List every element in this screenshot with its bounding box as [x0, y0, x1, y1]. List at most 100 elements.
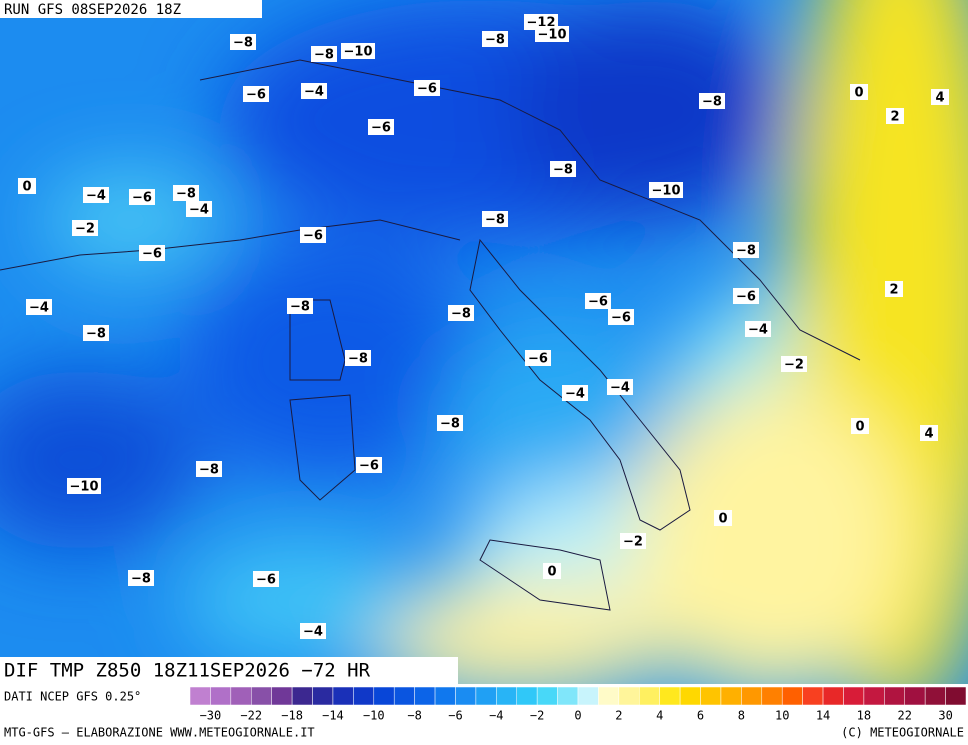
contour-label: −8	[233, 36, 253, 51]
colorbar-swatch	[210, 686, 232, 706]
contour-label: 4	[924, 427, 933, 442]
colorbar-swatch	[414, 686, 436, 706]
colorbar-label: −10	[363, 709, 385, 723]
contour-label: 4	[935, 91, 944, 106]
colorbar-swatch	[251, 686, 272, 706]
colorbar-swatch	[230, 686, 252, 706]
contour-label-box	[173, 185, 199, 201]
contour-label-box	[781, 356, 807, 372]
colorbar-label: −22	[240, 709, 262, 723]
contour-label-box	[525, 350, 551, 366]
colorbar-label: −30	[200, 709, 222, 723]
contour-label-box	[83, 187, 109, 203]
contour-label: −4	[29, 301, 49, 316]
contour-label-box	[72, 220, 98, 236]
contour-label-box	[437, 415, 463, 431]
contour-label: −6	[246, 88, 266, 103]
contour-label: −8	[451, 307, 471, 322]
colorbar-swatch	[577, 686, 599, 706]
colorbar-label: 22	[898, 709, 912, 723]
contour-label-box	[714, 510, 732, 526]
contour-label: −6	[256, 573, 276, 588]
contour-label: −8	[314, 48, 334, 63]
contour-label: −8	[485, 33, 505, 48]
contour-label: −8	[702, 95, 722, 110]
colorbar-swatch	[598, 686, 620, 706]
colorbar-label: 0	[574, 709, 581, 723]
colorbar-swatch	[679, 686, 701, 706]
contour-label: −4	[565, 387, 585, 402]
contour-label: −10	[70, 480, 99, 495]
header-box	[0, 0, 262, 18]
contour-label: 0	[854, 86, 863, 101]
contour-label: −6	[132, 191, 152, 206]
colorbar-swatch	[618, 686, 640, 706]
contour-label: −6	[303, 229, 323, 244]
contour-label-box	[448, 305, 474, 321]
colorbar-swatch	[945, 686, 967, 706]
contour-label-box	[139, 245, 165, 261]
colorbar-label: 8	[738, 709, 745, 723]
contour-label: −4	[189, 203, 209, 218]
colorbar-label: −2	[530, 709, 544, 723]
colorbar-swatch	[924, 686, 946, 706]
contour-label-box	[368, 119, 394, 135]
colorbar-swatch	[557, 686, 579, 706]
run-label: RUN GFS 08SEP2026 18Z	[4, 2, 181, 18]
contour-label-box	[733, 288, 759, 304]
contour-label-box	[129, 189, 155, 205]
contour-label-box	[186, 201, 212, 217]
contour-label-box	[67, 478, 101, 494]
contour-label: −6	[588, 295, 608, 310]
colorbar-label: 6	[697, 709, 704, 723]
colorbar-swatch	[516, 686, 538, 706]
contour-label-box	[341, 43, 375, 59]
colorbar-label: −14	[322, 709, 344, 723]
contour-label: 0	[855, 420, 864, 435]
colorbar-label: 2	[615, 709, 622, 723]
contour-label-box	[543, 563, 561, 579]
colorbar-label: 4	[656, 709, 663, 723]
contour-label-box	[300, 227, 326, 243]
contour-label: 2	[890, 110, 899, 125]
colorbar-label: 18	[857, 709, 871, 723]
contour-label: −2	[623, 535, 643, 550]
contour-label: −4	[303, 625, 323, 640]
colorbar-swatch	[884, 686, 905, 706]
contour-label: −4	[86, 189, 106, 204]
contour-label: −8	[131, 572, 151, 587]
contour-label: −8	[553, 163, 573, 178]
colorbar-swatch	[802, 686, 824, 706]
colorbar-swatch	[189, 686, 211, 706]
colorbar-swatch	[720, 686, 742, 706]
contour-label-box	[931, 89, 949, 105]
contour-label: −2	[784, 358, 804, 373]
contour-label: −2	[75, 222, 95, 237]
contour-label-box	[850, 84, 868, 100]
map-field	[0, 0, 968, 684]
contour-label: −8	[348, 352, 368, 367]
colorbar: −30 −22 −18 −14 −10 −8 −6 −4 −2 0 2 4 6 8 10 14 18 22 30	[189, 686, 967, 723]
credit-left: MTG-GFS — ELABORAZIONE WWW.METEOGIORNALE…	[4, 726, 315, 740]
colorbar-label: 14	[816, 709, 830, 723]
contour-label-box	[196, 461, 222, 477]
map-title: DIF TMP Z850 18Z11SEP2026 −72 HR	[4, 660, 371, 682]
colorbar-swatch	[761, 686, 783, 706]
contour-label: −8	[176, 187, 196, 202]
contour-label-box	[311, 46, 337, 62]
contour-label-box	[620, 533, 646, 549]
contour-label: 0	[547, 565, 556, 580]
colorbar-swatch	[639, 686, 660, 706]
colorbar-swatch	[434, 686, 456, 706]
colorbar-swatch	[904, 686, 926, 706]
contour-label-box	[243, 86, 269, 102]
contour-label-box	[885, 281, 903, 297]
colorbar-swatch	[700, 686, 722, 706]
contour-label-box	[253, 571, 279, 587]
contour-label-box	[535, 26, 569, 42]
contour-label-box	[699, 93, 725, 109]
colorbar-label: 30	[938, 709, 952, 723]
colorbar-swatch	[373, 686, 395, 706]
contour-label-box	[301, 83, 327, 99]
